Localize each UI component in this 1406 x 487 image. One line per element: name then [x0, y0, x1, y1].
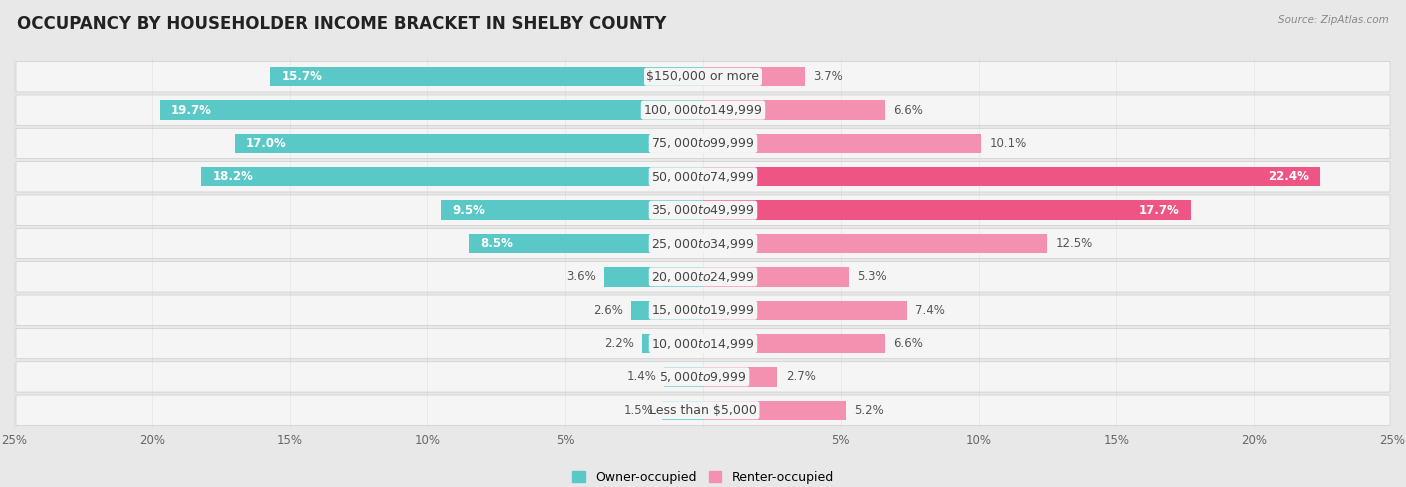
Bar	[665, 367, 703, 387]
Bar	[631, 300, 703, 320]
Text: $150,000 or more: $150,000 or more	[647, 70, 759, 83]
Text: 5.2%: 5.2%	[855, 404, 884, 417]
Bar	[468, 234, 703, 253]
FancyBboxPatch shape	[15, 328, 1391, 359]
Bar	[160, 100, 703, 120]
Text: $25,000 to $34,999: $25,000 to $34,999	[651, 237, 755, 250]
Text: 6.6%: 6.6%	[893, 337, 922, 350]
Bar	[703, 167, 1320, 187]
Text: 15.7%: 15.7%	[281, 70, 322, 83]
Text: $5,000 to $9,999: $5,000 to $9,999	[659, 370, 747, 384]
Bar	[703, 234, 1047, 253]
Bar	[643, 334, 703, 353]
Bar	[441, 201, 703, 220]
FancyBboxPatch shape	[15, 195, 1391, 225]
Text: 7.4%: 7.4%	[915, 304, 945, 317]
Text: 22.4%: 22.4%	[1268, 170, 1309, 183]
Text: $75,000 to $99,999: $75,000 to $99,999	[651, 136, 755, 150]
Bar	[703, 400, 846, 420]
Text: 6.6%: 6.6%	[893, 104, 922, 116]
Text: $15,000 to $19,999: $15,000 to $19,999	[651, 303, 755, 317]
Text: 18.2%: 18.2%	[212, 170, 253, 183]
FancyBboxPatch shape	[15, 162, 1391, 192]
Text: 19.7%: 19.7%	[172, 104, 212, 116]
Bar	[662, 400, 703, 420]
Text: $50,000 to $74,999: $50,000 to $74,999	[651, 170, 755, 184]
Text: 3.7%: 3.7%	[813, 70, 844, 83]
Bar	[703, 267, 849, 286]
Text: 1.4%: 1.4%	[626, 371, 657, 383]
Text: OCCUPANCY BY HOUSEHOLDER INCOME BRACKET IN SHELBY COUNTY: OCCUPANCY BY HOUSEHOLDER INCOME BRACKET …	[17, 15, 666, 33]
Text: 17.7%: 17.7%	[1139, 204, 1180, 217]
Text: 9.5%: 9.5%	[453, 204, 485, 217]
Text: $100,000 to $149,999: $100,000 to $149,999	[644, 103, 762, 117]
Bar	[703, 134, 981, 153]
FancyBboxPatch shape	[15, 228, 1391, 259]
Text: 2.6%: 2.6%	[593, 304, 623, 317]
Text: 17.0%: 17.0%	[246, 137, 287, 150]
Text: 1.5%: 1.5%	[624, 404, 654, 417]
Text: Source: ZipAtlas.com: Source: ZipAtlas.com	[1278, 15, 1389, 25]
Text: 2.2%: 2.2%	[605, 337, 634, 350]
FancyBboxPatch shape	[15, 362, 1391, 392]
Bar	[603, 267, 703, 286]
Text: 12.5%: 12.5%	[1056, 237, 1092, 250]
Legend: Owner-occupied, Renter-occupied: Owner-occupied, Renter-occupied	[568, 466, 838, 487]
Bar	[703, 201, 1191, 220]
Text: $10,000 to $14,999: $10,000 to $14,999	[651, 337, 755, 351]
FancyBboxPatch shape	[15, 262, 1391, 292]
Bar	[703, 67, 806, 87]
Text: 5.3%: 5.3%	[858, 270, 887, 283]
Bar	[235, 134, 703, 153]
Text: Less than $5,000: Less than $5,000	[650, 404, 756, 417]
Bar	[270, 67, 703, 87]
FancyBboxPatch shape	[15, 395, 1391, 425]
FancyBboxPatch shape	[15, 62, 1391, 92]
Bar	[703, 367, 778, 387]
Text: $20,000 to $24,999: $20,000 to $24,999	[651, 270, 755, 284]
Bar	[703, 300, 907, 320]
Bar	[703, 100, 884, 120]
FancyBboxPatch shape	[15, 128, 1391, 159]
Text: 8.5%: 8.5%	[479, 237, 513, 250]
Bar	[201, 167, 703, 187]
Bar	[703, 334, 884, 353]
Text: $35,000 to $49,999: $35,000 to $49,999	[651, 203, 755, 217]
Text: 3.6%: 3.6%	[565, 270, 596, 283]
FancyBboxPatch shape	[15, 95, 1391, 125]
Text: 10.1%: 10.1%	[990, 137, 1026, 150]
FancyBboxPatch shape	[15, 295, 1391, 325]
Text: 2.7%: 2.7%	[786, 371, 815, 383]
